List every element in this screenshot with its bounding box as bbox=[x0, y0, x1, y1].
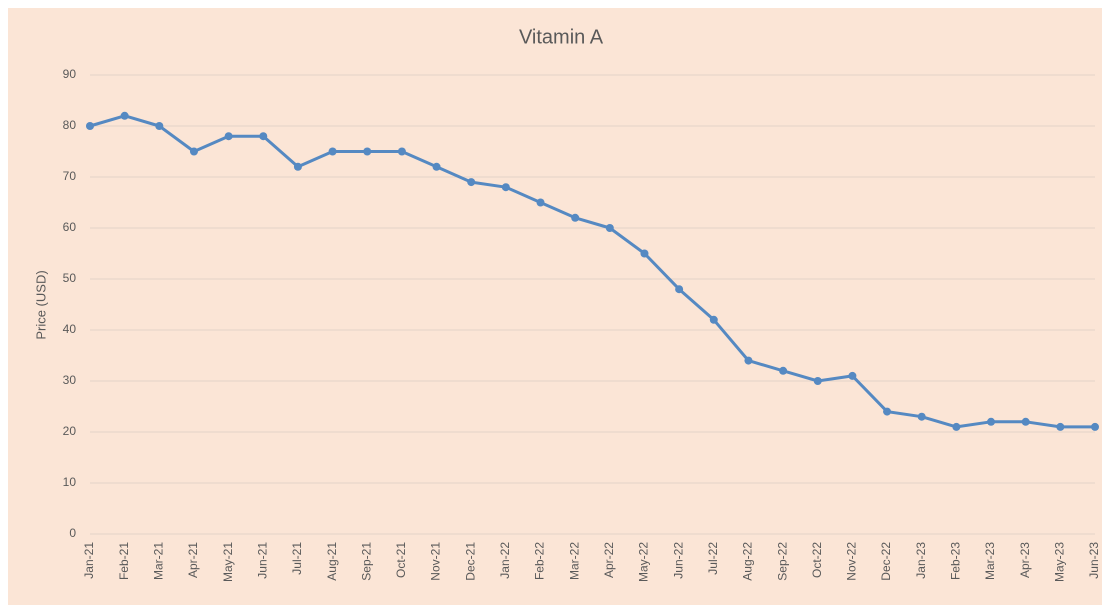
data-point bbox=[467, 178, 476, 187]
data-point bbox=[987, 417, 996, 426]
data-point bbox=[952, 422, 961, 431]
series-line bbox=[89, 114, 1095, 429]
data-point bbox=[640, 249, 649, 258]
x-tick-label: May-23 bbox=[1053, 542, 1067, 582]
y-tick-label: 30 bbox=[63, 373, 77, 387]
x-tick-label: Nov-22 bbox=[845, 542, 859, 581]
x-tick-label: Feb-23 bbox=[949, 542, 963, 580]
data-point bbox=[501, 183, 510, 192]
data-point bbox=[1056, 422, 1065, 431]
x-tick-label: Mar-22 bbox=[567, 542, 581, 580]
data-point bbox=[293, 162, 302, 171]
data-point bbox=[328, 147, 337, 156]
chart-title: Vitamin A bbox=[519, 26, 604, 48]
x-tick-label: Feb-21 bbox=[117, 542, 131, 580]
x-tick-label: Apr-21 bbox=[186, 542, 200, 578]
data-point bbox=[1091, 422, 1099, 431]
x-tick-label: Nov-21 bbox=[429, 542, 443, 581]
x-tick-label: Jun-23 bbox=[1087, 542, 1101, 579]
data-point bbox=[1021, 417, 1030, 426]
data-point bbox=[813, 377, 822, 385]
data-point bbox=[605, 224, 614, 232]
x-tick-label: May-21 bbox=[221, 542, 235, 582]
data-point bbox=[155, 122, 164, 130]
data-point bbox=[224, 132, 233, 141]
y-tick-label: 70 bbox=[63, 169, 77, 183]
data-point bbox=[571, 213, 580, 222]
data-point bbox=[120, 111, 129, 120]
data-point bbox=[189, 147, 198, 156]
y-tick-label: 80 bbox=[63, 118, 77, 132]
data-point bbox=[259, 132, 268, 141]
x-tick-label: Jun-22 bbox=[671, 542, 685, 579]
data-point bbox=[779, 366, 788, 375]
x-tick-label: Apr-22 bbox=[602, 542, 616, 578]
chart-background bbox=[8, 8, 1102, 605]
x-tick-label: Feb-22 bbox=[533, 542, 547, 580]
x-tick-label: Aug-21 bbox=[325, 542, 339, 581]
data-point bbox=[363, 147, 372, 156]
data-point bbox=[536, 198, 545, 207]
y-tick-label: 0 bbox=[69, 526, 76, 540]
x-tick-label: Sep-22 bbox=[775, 542, 789, 581]
y-axis-title: Price (USD) bbox=[33, 270, 48, 339]
x-tick-label: Jul-22 bbox=[706, 542, 720, 575]
x-tick-label: Aug-22 bbox=[741, 542, 755, 581]
data-point bbox=[744, 356, 753, 365]
y-tick-label: 20 bbox=[63, 424, 77, 438]
x-tick-label: Mar-23 bbox=[983, 542, 997, 580]
x-tick-label: Jun-21 bbox=[255, 542, 269, 579]
x-tick-label: Oct-21 bbox=[394, 542, 408, 578]
data-point bbox=[848, 371, 857, 380]
x-tick-label: Dec-21 bbox=[463, 542, 477, 581]
y-tick-label: 10 bbox=[63, 475, 77, 489]
y-tick-label: 40 bbox=[63, 322, 77, 336]
data-point bbox=[397, 147, 406, 156]
data-point bbox=[86, 122, 94, 130]
x-tick-label: Sep-21 bbox=[359, 542, 373, 581]
x-tick-label: Jul-21 bbox=[290, 542, 304, 575]
data-point bbox=[675, 285, 684, 294]
x-tick-label: Oct-22 bbox=[810, 542, 824, 578]
x-tick-label: Jan-21 bbox=[82, 542, 96, 579]
y-tick-label: 50 bbox=[63, 271, 77, 285]
x-tick-label: Dec-22 bbox=[879, 542, 893, 581]
y-tick-label: 90 bbox=[63, 67, 77, 81]
y-tick-label: 60 bbox=[63, 220, 77, 234]
data-point bbox=[709, 315, 718, 324]
x-tick-label: Apr-23 bbox=[1018, 542, 1032, 578]
x-tick-label: Jan-23 bbox=[914, 542, 928, 579]
x-tick-label: May-22 bbox=[637, 542, 651, 582]
data-point bbox=[917, 412, 926, 421]
data-point bbox=[432, 162, 441, 171]
data-point bbox=[883, 407, 892, 416]
x-tick-label: Jan-22 bbox=[498, 542, 512, 579]
x-tick-label: Mar-21 bbox=[151, 542, 165, 580]
